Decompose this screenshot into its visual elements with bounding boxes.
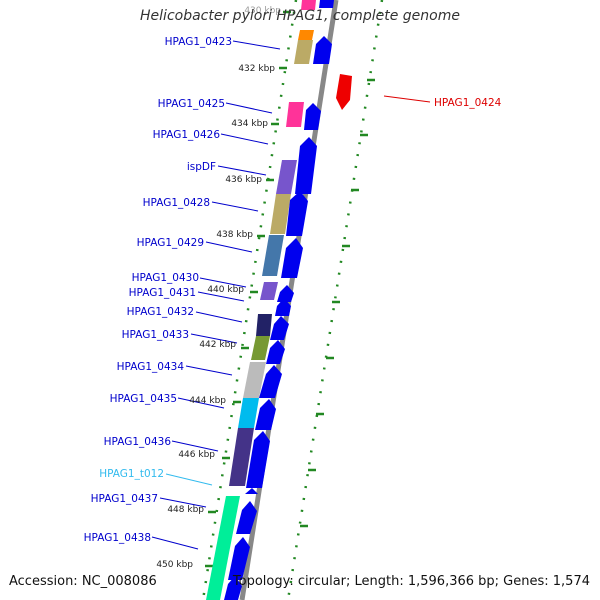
inner-dotted-ring bbox=[201, 0, 298, 600]
scale-label: 432 kbp bbox=[238, 64, 275, 74]
gene-label: HPAG1_0429 bbox=[137, 237, 204, 249]
gene-label: HPAG1_0434 bbox=[117, 361, 185, 373]
map-title: Helicobacter pylori HPAG1, complete geno… bbox=[140, 8, 460, 24]
scale-label: 438 kbp bbox=[216, 230, 253, 240]
outer-dotted-ring bbox=[286, 0, 384, 600]
gene-label: ispDF bbox=[187, 161, 216, 173]
gene-label: HPAG1_0428 bbox=[143, 197, 210, 209]
scale-labels: 430 kbp 432 kbp 434 kbp 436 kbp 438 kbp … bbox=[156, 6, 281, 570]
scale-label: 444 kbp bbox=[189, 396, 226, 406]
scale-label: 450 kbp bbox=[156, 560, 193, 570]
scale-ticks bbox=[205, 10, 375, 568]
scale-label: 440 kbp bbox=[207, 285, 244, 295]
scale-label: 442 kbp bbox=[199, 340, 236, 350]
gene-label: HPAG1_0423 bbox=[165, 36, 232, 48]
gene-label: HPAG1_0426 bbox=[153, 129, 221, 141]
gene-leader-lines bbox=[151, 40, 281, 550]
scale-label: 446 kbp bbox=[178, 450, 215, 460]
scale-label: 448 kbp bbox=[167, 505, 204, 515]
gene-label: HPAG1_0433 bbox=[122, 329, 189, 341]
gene-label: HPAG1_0438 bbox=[84, 532, 151, 544]
reverse-leader-line bbox=[383, 95, 431, 103]
cog-boxes bbox=[206, 0, 316, 600]
gene-label: HPAG1_0431 bbox=[129, 287, 196, 299]
gene-labels: HPAG1_0423 HPAG1_0425 HPAG1_0426 ispDF H… bbox=[84, 36, 502, 544]
trna-label: HPAG1_t012 bbox=[99, 468, 164, 480]
gene-label: HPAG1_0436 bbox=[104, 436, 172, 448]
genome-summary-text: Topology: circular; Length: 1,596,366 bp… bbox=[232, 574, 590, 589]
reverse-gene-label: HPAG1_0424 bbox=[434, 97, 502, 109]
cds-arrows bbox=[224, 0, 334, 600]
gene-label: HPAG1_0435 bbox=[110, 393, 177, 405]
reverse-gene-arrow bbox=[336, 74, 352, 110]
accession-text: Accession: NC_008086 bbox=[9, 574, 157, 589]
gene-label: HPAG1_0430 bbox=[132, 272, 199, 284]
scale-label: 434 kbp bbox=[231, 119, 268, 129]
trna-leader-line bbox=[165, 473, 213, 486]
scale-label: 436 kbp bbox=[225, 175, 262, 185]
scale-label: 430 kbp bbox=[244, 6, 281, 16]
gene-label: HPAG1_0432 bbox=[127, 306, 194, 318]
gene-label: HPAG1_0425 bbox=[158, 98, 225, 110]
gene-label: HPAG1_0437 bbox=[91, 493, 158, 505]
